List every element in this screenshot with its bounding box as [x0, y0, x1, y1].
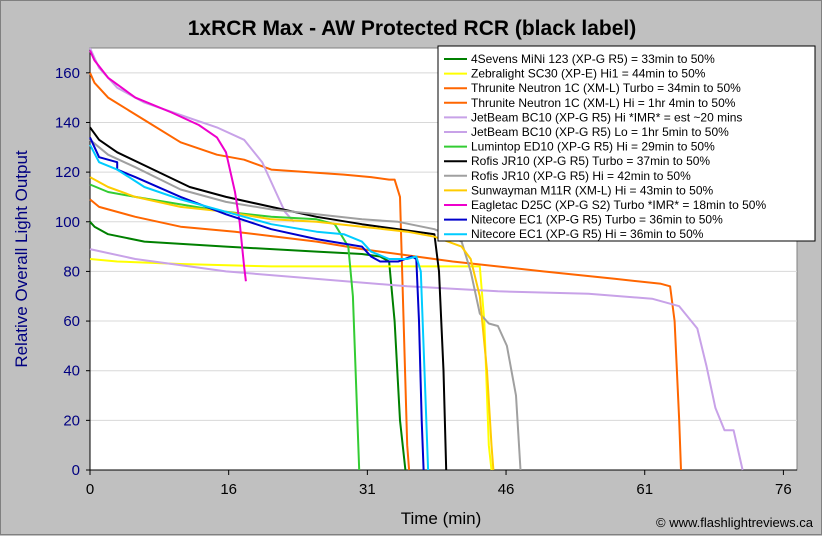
- series-line-1: [89, 221, 407, 471]
- y-tick-label: 60: [63, 313, 80, 330]
- legend-entry: Eagletac D25C (XP-G S2) Turbo *IMR* = 18…: [471, 198, 766, 212]
- legend-entry: JetBeam BC10 (XP-G R5) Hi *IMR* = est ~2…: [471, 110, 742, 124]
- x-tick-label: 31: [359, 481, 376, 498]
- y-tick-label: 0: [72, 462, 80, 479]
- x-ticks: 0 16 31 46 61 76: [86, 470, 792, 498]
- series-line-12: [89, 136, 425, 471]
- legend-entry: Lumintop ED10 (XP-G R5) Hi = 29min to 50…: [471, 140, 715, 154]
- series-line-4: [89, 198, 682, 471]
- y-axis-label: Relative Overall Light Output: [12, 150, 31, 368]
- x-axis-label: Time (min): [401, 509, 482, 528]
- credit-text: © www.flashlightreviews.ca: [656, 515, 814, 530]
- x-tick-label: 0: [86, 481, 94, 498]
- legend-entry: 4Sevens MiNi 123 (XP-G R5) = 33min to 50…: [471, 52, 715, 66]
- x-tick-label: 46: [498, 481, 515, 498]
- legend-entry: Nitecore EC1 (XP-G R5) Turbo = 36min to …: [471, 213, 723, 227]
- series-line-2: [89, 258, 493, 471]
- x-tick-label: 76: [775, 481, 792, 498]
- x-tick-label: 16: [220, 481, 237, 498]
- y-tick-label: 80: [63, 263, 80, 280]
- x-tick-label: 61: [636, 481, 653, 498]
- legend-entry: Zebralight SC30 (XP-E) Hi1 = 44min to 50…: [471, 67, 706, 81]
- y-tick-label: 160: [55, 65, 80, 82]
- legend-entry: Thrunite Neutron 1C (XM-L) Hi = 1hr 4min…: [471, 96, 736, 110]
- chart-title: 1xRCR Max - AW Protected RCR (black labe…: [188, 17, 637, 40]
- y-tick-label: 20: [63, 412, 80, 429]
- series-line-9: [89, 139, 522, 471]
- legend-entry: Thrunite Neutron 1C (XM-L) Turbo = 34min…: [471, 81, 741, 95]
- series-line-3: [89, 72, 411, 471]
- y-ticks: 0 20 40 60 80 100 120 140 160: [55, 65, 90, 479]
- series-line-10: [89, 176, 495, 471]
- legend-entry: JetBeam BC10 (XP-G R5) Lo = 1hr 5min to …: [471, 125, 729, 139]
- series-line-13: [89, 144, 430, 471]
- series-lines: [89, 47, 744, 471]
- legend-entry: Rofis JR10 (XP-G R5) Hi = 42min to 50%: [471, 169, 691, 183]
- y-tick-label: 100: [55, 214, 80, 231]
- legend-entry: Rofis JR10 (XP-G R5) Turbo = 37min to 50…: [471, 154, 710, 168]
- series-line-6: [89, 248, 744, 471]
- y-tick-label: 140: [55, 114, 80, 131]
- legend-entry: Nitecore EC1 (XP-G R5) Hi = 36min to 50%: [471, 227, 704, 241]
- y-tick-label: 120: [55, 164, 80, 181]
- legend-box: [437, 45, 816, 242]
- legend-entry: Sunwayman M11R (XM-L) Hi = 43min to 50%: [471, 183, 714, 197]
- y-tick-label: 40: [63, 363, 80, 380]
- series-line-11: [89, 50, 247, 282]
- legend: 4Sevens MiNi 123 (XP-G R5) = 33min to 50…: [437, 45, 816, 242]
